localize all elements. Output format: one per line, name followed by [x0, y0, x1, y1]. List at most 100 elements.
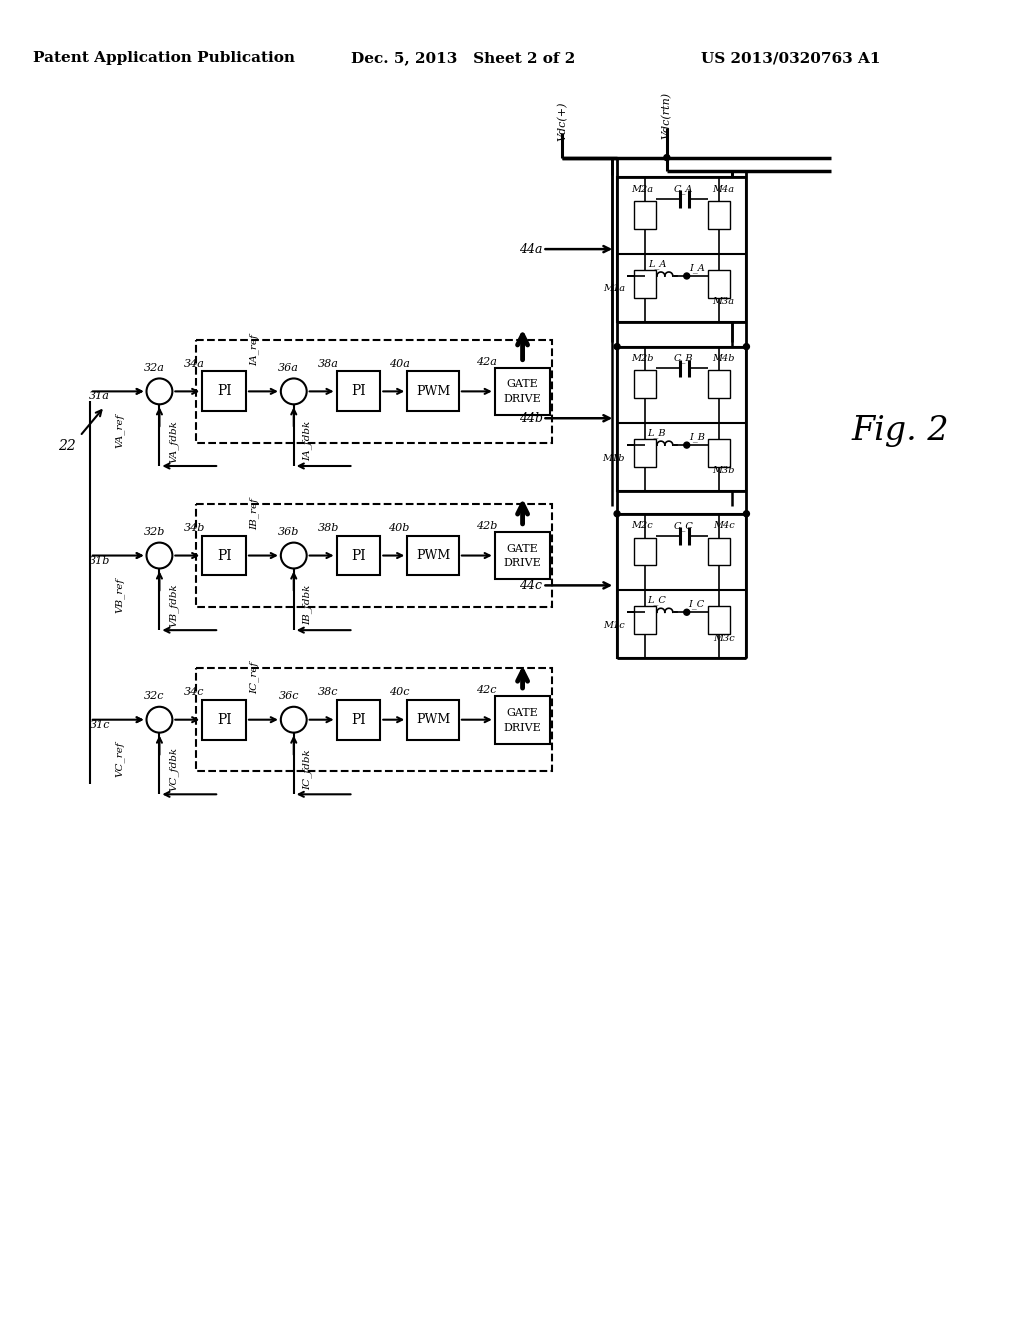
Text: M2c: M2c [631, 521, 653, 531]
Text: Dec. 5, 2013   Sheet 2 of 2: Dec. 5, 2013 Sheet 2 of 2 [351, 51, 575, 65]
Bar [708, 202, 729, 230]
Text: VA_ref: VA_ref [115, 414, 125, 449]
Text: US 2013/0320763 A1: US 2013/0320763 A1 [701, 51, 881, 65]
Text: 42b: 42b [476, 520, 498, 531]
Text: PI: PI [217, 549, 231, 562]
Text: VC_ref: VC_ref [115, 742, 125, 777]
Text: L_B: L_B [647, 428, 667, 438]
Text: 42c: 42c [476, 685, 497, 694]
Text: 36c: 36c [279, 690, 299, 701]
Bar [617, 513, 746, 657]
Text: GATE: GATE [507, 708, 539, 718]
Circle shape [743, 511, 750, 516]
Bar [634, 271, 656, 298]
Text: C_B: C_B [674, 354, 693, 363]
Text: 38a: 38a [318, 359, 339, 368]
Text: C_C: C_C [674, 521, 693, 531]
Text: M1b: M1b [602, 454, 625, 462]
Text: C_A: C_A [674, 185, 693, 194]
Text: Fig. 2: Fig. 2 [852, 416, 949, 447]
Text: 40b: 40b [388, 523, 410, 533]
Text: IB_ref: IB_ref [249, 498, 259, 529]
Bar [634, 606, 656, 634]
Bar [202, 371, 246, 412]
Text: M1c: M1c [603, 620, 625, 630]
Text: 44c: 44c [519, 579, 542, 591]
Text: M3b: M3b [713, 466, 735, 475]
Text: PI: PI [217, 713, 231, 727]
Text: M4c: M4c [713, 521, 734, 531]
Bar [617, 347, 746, 491]
Text: VA_fdbk: VA_fdbk [169, 420, 178, 462]
Text: PI: PI [217, 384, 231, 399]
Text: GATE: GATE [507, 544, 539, 553]
Text: 32a: 32a [144, 363, 165, 372]
Bar [197, 504, 552, 607]
Circle shape [684, 273, 690, 279]
Text: 44a: 44a [519, 243, 543, 256]
Text: Vdc(+): Vdc(+) [557, 102, 567, 140]
Circle shape [146, 379, 172, 404]
Bar [708, 606, 729, 634]
Text: 36a: 36a [279, 363, 299, 372]
Circle shape [281, 379, 307, 404]
Text: 40a: 40a [389, 359, 410, 368]
Text: L_A: L_A [648, 259, 666, 269]
Bar [202, 536, 246, 576]
Bar [708, 440, 729, 467]
Bar [708, 537, 729, 565]
Text: IB_fdbk: IB_fdbk [303, 585, 312, 626]
Circle shape [664, 154, 670, 161]
Text: PWM: PWM [416, 385, 451, 397]
Text: 38b: 38b [317, 523, 339, 533]
Text: 32b: 32b [143, 527, 165, 537]
Text: IA_fdbk: IA_fdbk [303, 421, 312, 461]
Bar [197, 339, 552, 444]
Bar [197, 668, 552, 771]
Text: IA_ref: IA_ref [249, 334, 259, 366]
Text: 38c: 38c [318, 686, 339, 697]
Text: M2a: M2a [631, 185, 653, 194]
Text: DRIVE: DRIVE [504, 722, 542, 733]
Text: IC_ref: IC_ref [249, 661, 259, 694]
Text: I_C: I_C [688, 599, 705, 609]
Text: PWM: PWM [416, 713, 451, 726]
Text: I_B: I_B [689, 433, 705, 442]
Bar [202, 700, 246, 739]
Circle shape [281, 706, 307, 733]
Bar [634, 371, 656, 399]
Text: PI: PI [351, 713, 366, 727]
Circle shape [146, 543, 172, 569]
Text: L_C: L_C [647, 595, 667, 605]
Text: 42a: 42a [476, 356, 498, 367]
Bar [708, 271, 729, 298]
Text: PI: PI [351, 549, 366, 562]
Text: Vdc(rtn): Vdc(rtn) [662, 92, 672, 140]
Text: 22: 22 [58, 440, 76, 453]
Text: 40c: 40c [389, 686, 410, 697]
Bar [634, 202, 656, 230]
Text: 34b: 34b [183, 523, 205, 533]
Text: 34a: 34a [184, 359, 205, 368]
Text: M3a: M3a [713, 297, 734, 306]
Circle shape [743, 343, 750, 350]
Bar [634, 440, 656, 467]
Bar [617, 177, 746, 322]
Circle shape [614, 343, 621, 350]
Text: 31b: 31b [89, 556, 111, 565]
Circle shape [281, 543, 307, 569]
Text: VB_fdbk: VB_fdbk [169, 583, 178, 627]
Text: GATE: GATE [507, 379, 539, 389]
Text: M2b: M2b [631, 354, 653, 363]
Text: 34c: 34c [184, 686, 205, 697]
Bar [337, 536, 380, 576]
Circle shape [684, 610, 690, 615]
Bar [634, 537, 656, 565]
Text: DRIVE: DRIVE [504, 395, 542, 404]
Text: VB_ref: VB_ref [115, 578, 125, 612]
Text: M4a: M4a [713, 185, 734, 194]
Text: M4b: M4b [713, 354, 735, 363]
Text: I_A: I_A [689, 263, 705, 273]
Bar [708, 371, 729, 399]
Bar [495, 367, 551, 416]
